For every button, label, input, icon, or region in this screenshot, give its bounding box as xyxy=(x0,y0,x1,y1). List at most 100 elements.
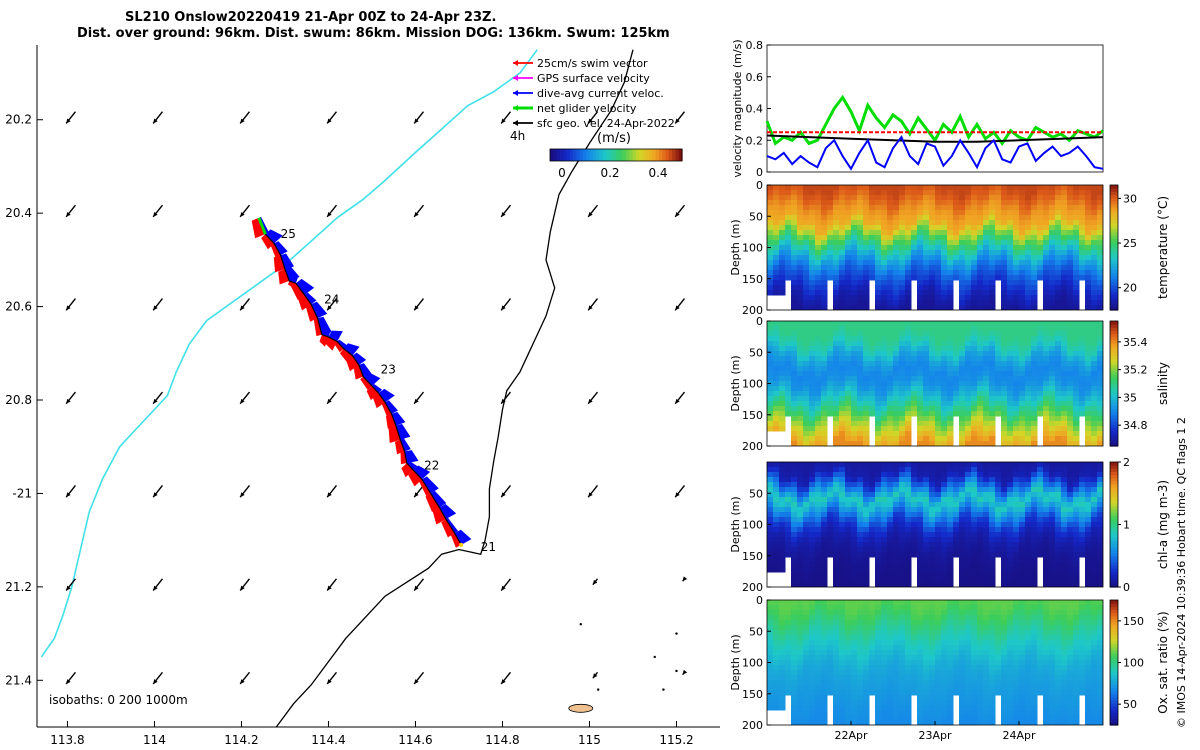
section-colorbar-segment xyxy=(1110,303,1118,308)
section-cell xyxy=(953,547,960,553)
section-cell xyxy=(845,710,852,716)
section-cell xyxy=(857,670,864,676)
section-cell xyxy=(905,381,912,387)
section-cell xyxy=(977,497,984,503)
section-cell xyxy=(995,547,1002,553)
geo-velocity-arrowhead xyxy=(414,492,419,498)
section-cell xyxy=(1079,336,1086,342)
section-cell xyxy=(1043,361,1050,367)
section-cell xyxy=(1073,542,1080,548)
section-cell xyxy=(989,557,996,563)
section-cell xyxy=(959,401,966,407)
section-cell xyxy=(1085,537,1092,543)
section-cell xyxy=(971,371,978,377)
section-cell xyxy=(779,210,786,216)
section-cell xyxy=(1001,401,1008,407)
geo-velocity-arrowhead xyxy=(66,398,71,404)
section-cell xyxy=(791,336,798,342)
section-cell xyxy=(1019,210,1026,216)
section-cell xyxy=(1019,406,1026,412)
section-cell xyxy=(1025,305,1032,310)
section-cell xyxy=(851,240,858,246)
section-cell xyxy=(1001,240,1008,246)
section-cell xyxy=(929,487,936,493)
section-cell xyxy=(863,250,870,256)
section-cell xyxy=(1043,270,1050,276)
section-cell xyxy=(893,235,900,241)
section-cell xyxy=(1055,321,1062,327)
swim-vector-fan xyxy=(346,355,359,372)
section-cell xyxy=(1025,205,1032,211)
section-cell xyxy=(899,492,906,498)
section-cell xyxy=(821,582,828,587)
section-cell xyxy=(863,366,870,372)
geo-velocity-arrowhead xyxy=(592,673,598,679)
section-cell xyxy=(917,552,924,558)
section-cell xyxy=(1043,396,1050,402)
section-cell xyxy=(809,610,816,616)
section-cell xyxy=(977,502,984,508)
colorbar-segment xyxy=(573,149,577,161)
section-cell xyxy=(923,421,930,427)
section-cell xyxy=(1049,285,1056,291)
section-cell xyxy=(863,326,870,332)
section-cell xyxy=(851,361,858,367)
section-cell xyxy=(791,260,798,266)
section-cell xyxy=(827,195,834,201)
velocity-series-line xyxy=(766,135,1104,171)
section-cell xyxy=(947,537,954,543)
section-cell xyxy=(965,210,972,216)
section-cell xyxy=(1019,371,1026,377)
current-vector-fan xyxy=(430,490,447,508)
section-cell xyxy=(869,615,876,621)
section-cell xyxy=(995,230,1002,236)
section-cell xyxy=(983,361,990,367)
section-cell xyxy=(1091,321,1098,327)
section-cell xyxy=(1001,220,1008,226)
section-cell xyxy=(1025,200,1032,206)
section-cell xyxy=(917,527,924,533)
section-cell xyxy=(803,675,810,681)
section-cell xyxy=(935,265,942,271)
section-cell xyxy=(947,356,954,362)
section-colorbar-segment xyxy=(1110,306,1118,311)
section-cell xyxy=(1025,391,1032,397)
section-cell xyxy=(779,411,786,417)
section-cell xyxy=(779,190,786,196)
section-cell xyxy=(941,542,948,548)
section-cell xyxy=(1037,185,1044,191)
section-cell xyxy=(1079,275,1086,281)
section-colorbar-segment xyxy=(1110,200,1118,205)
section-cell xyxy=(971,366,978,372)
swim-vector-fan xyxy=(394,439,405,455)
section-cell xyxy=(803,331,810,337)
section-cell xyxy=(1079,230,1086,236)
section-cell xyxy=(947,477,954,483)
section-cell xyxy=(839,472,846,478)
section-cell xyxy=(1007,225,1014,231)
section-cell xyxy=(803,391,810,397)
section-cell xyxy=(833,670,840,676)
section-cell xyxy=(821,255,828,261)
section-cell xyxy=(911,391,918,397)
section-cell xyxy=(821,386,828,392)
section-cell xyxy=(947,376,954,382)
section-cell xyxy=(935,336,942,342)
section-cell xyxy=(785,401,792,407)
section-cell xyxy=(923,356,930,362)
section-cell xyxy=(947,210,954,216)
section-cell xyxy=(851,675,858,681)
section-cell xyxy=(845,220,852,226)
section-cell xyxy=(1097,487,1103,493)
section-cell xyxy=(1055,487,1062,493)
section-cell xyxy=(839,655,846,661)
section-cell xyxy=(989,255,996,261)
section-cell xyxy=(857,356,864,362)
section-cell xyxy=(977,401,984,407)
section-cell xyxy=(797,426,804,432)
section-cell xyxy=(989,285,996,291)
section-cell xyxy=(821,230,828,236)
section-cell xyxy=(1091,341,1098,347)
section-cell xyxy=(815,431,822,437)
track-day-label: 22 xyxy=(424,458,439,472)
